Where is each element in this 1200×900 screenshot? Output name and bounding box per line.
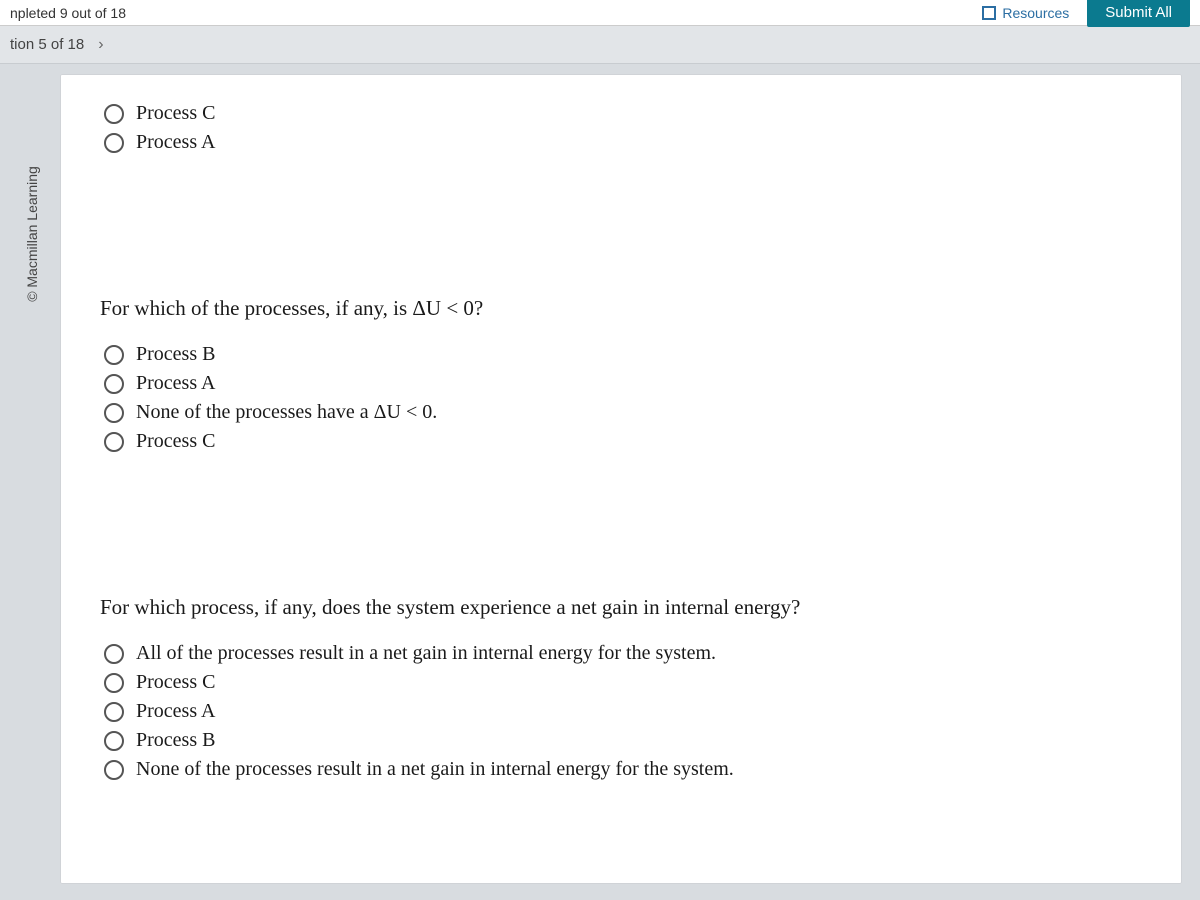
question-prompt: For which process, if any, does the syst… — [100, 595, 1152, 620]
option-label: All of the processes result in a net gai… — [136, 642, 716, 665]
copyright-rail: © Macmillan Learning — [22, 104, 42, 364]
radio-option[interactable]: Process C — [104, 102, 1152, 125]
radio-option[interactable]: Process A — [104, 372, 1152, 395]
option-label: None of the processes result in a net ga… — [136, 758, 734, 781]
radio-icon — [104, 403, 124, 423]
option-label: Process C — [136, 671, 215, 694]
option-group: Process C Process A — [104, 102, 1152, 154]
next-question-chevron-icon[interactable]: › — [98, 36, 103, 54]
copyright-text: © Macmillan Learning — [24, 166, 40, 302]
radio-option[interactable]: Process A — [104, 700, 1152, 723]
option-label: Process C — [136, 430, 215, 453]
radio-icon — [104, 673, 124, 693]
radio-icon — [104, 133, 124, 153]
resources-label: Resources — [1002, 5, 1069, 21]
option-label: Process B — [136, 343, 215, 366]
radio-option[interactable]: Process A — [104, 131, 1152, 154]
radio-icon — [104, 374, 124, 394]
resources-box-icon — [982, 6, 996, 20]
question-prompt: For which of the processes, if any, is Δ… — [100, 296, 1152, 321]
radio-icon — [104, 644, 124, 664]
radio-icon — [104, 760, 124, 780]
resources-link[interactable]: Resources — [982, 5, 1069, 21]
option-group: All of the processes result in a net gai… — [104, 642, 1152, 781]
question-panel: Process C Process A For which of the pro… — [60, 74, 1182, 884]
submit-all-button[interactable]: Submit All — [1087, 0, 1190, 27]
top-bar: npleted 9 out of 18 Resources Submit All — [0, 0, 1200, 26]
radio-option[interactable]: None of the processes have a ΔU < 0. — [104, 401, 1152, 424]
radio-icon — [104, 432, 124, 452]
radio-option[interactable]: Process C — [104, 671, 1152, 694]
radio-option[interactable]: Process B — [104, 729, 1152, 752]
radio-icon — [104, 104, 124, 124]
radio-option[interactable]: Process B — [104, 343, 1152, 366]
radio-icon — [104, 731, 124, 751]
completed-counter: npleted 9 out of 18 — [10, 5, 126, 21]
radio-icon — [104, 345, 124, 365]
radio-icon — [104, 702, 124, 722]
topbar-actions: Resources Submit All — [982, 0, 1190, 27]
content-area: © Macmillan Learning Process C Process A… — [0, 74, 1200, 884]
option-label: Process B — [136, 729, 215, 752]
radio-option[interactable]: All of the processes result in a net gai… — [104, 642, 1152, 665]
question-position: tion 5 of 18 — [10, 36, 84, 53]
question-progress-bar: tion 5 of 18 › — [0, 26, 1200, 64]
option-label: Process A — [136, 131, 215, 154]
option-label: None of the processes have a ΔU < 0. — [136, 401, 437, 424]
option-label: Process A — [136, 700, 215, 723]
option-label: Process C — [136, 102, 215, 125]
radio-option[interactable]: None of the processes result in a net ga… — [104, 758, 1152, 781]
option-group: Process B Process A None of the processe… — [104, 343, 1152, 453]
option-label: Process A — [136, 372, 215, 395]
radio-option[interactable]: Process C — [104, 430, 1152, 453]
